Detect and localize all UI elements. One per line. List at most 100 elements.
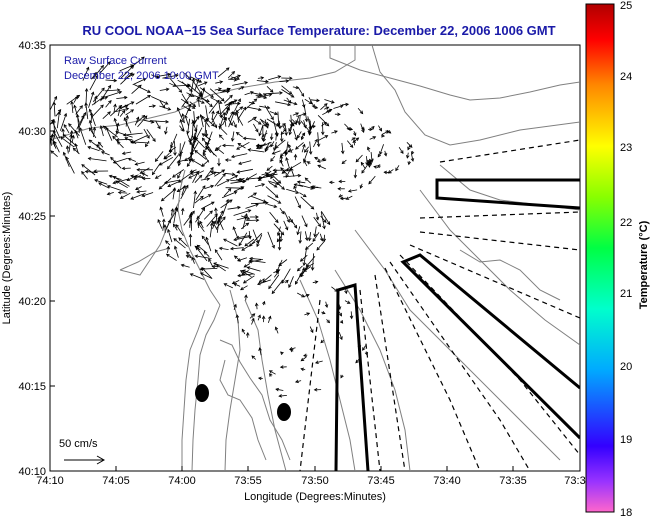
current-vector-head — [262, 300, 266, 305]
current-vector-head — [257, 121, 262, 125]
current-vector — [305, 242, 314, 250]
current-vector — [296, 131, 302, 139]
current-vector — [184, 115, 189, 126]
current-vector — [180, 185, 189, 200]
current-vector — [388, 169, 394, 174]
current-vector-head — [207, 194, 212, 198]
current-vector-head — [188, 213, 193, 218]
current-vector — [185, 104, 191, 116]
current-vector — [322, 110, 331, 116]
current-vector — [100, 125, 104, 137]
current-vector-head — [324, 304, 329, 309]
current-vector — [74, 130, 79, 139]
current-vector — [317, 160, 327, 162]
current-vector-head — [263, 95, 268, 99]
current-vector-head — [167, 107, 172, 111]
current-vector — [303, 160, 308, 167]
current-vector — [113, 157, 128, 164]
current-vector-head — [345, 196, 350, 200]
current-vector-head — [145, 143, 149, 148]
current-vector-head — [296, 267, 301, 272]
current-vector-head — [167, 183, 172, 188]
current-vector — [249, 313, 255, 319]
colorbar-tick: 21 — [620, 288, 632, 300]
current-vector — [225, 107, 230, 116]
current-vector — [259, 142, 266, 149]
current-vector-head — [257, 177, 262, 181]
current-vector — [175, 84, 191, 87]
current-vector-head — [198, 79, 203, 83]
current-vector-head — [138, 84, 142, 89]
current-vector-head — [324, 135, 329, 139]
current-vector — [231, 131, 235, 141]
current-vector — [237, 107, 247, 120]
current-vector-head — [184, 114, 188, 119]
current-vector — [259, 118, 269, 126]
current-vector — [195, 255, 212, 259]
current-vector-head — [201, 163, 205, 167]
current-vector — [109, 175, 122, 180]
current-vector-head — [303, 149, 308, 153]
current-vector — [211, 220, 218, 230]
current-vector — [238, 86, 244, 90]
current-vector — [236, 141, 250, 150]
current-vector-head — [216, 99, 220, 104]
current-vector — [237, 143, 246, 149]
current-vector — [227, 71, 235, 79]
current-vector-head — [112, 135, 116, 140]
current-vector-head — [273, 147, 277, 152]
current-vector-head — [250, 91, 254, 95]
current-vector — [190, 273, 205, 280]
current-vector-head — [281, 186, 285, 190]
current-vector-head — [235, 109, 239, 114]
current-vector-head — [163, 180, 168, 185]
current-vector-head — [235, 314, 240, 319]
current-vector-head — [314, 156, 318, 161]
current-vector-head — [93, 95, 98, 100]
current-vector — [159, 156, 174, 166]
current-vector-head — [121, 166, 126, 171]
current-vector — [269, 211, 279, 223]
current-vector-head — [155, 75, 160, 79]
current-vector — [250, 195, 266, 203]
current-vector-head — [211, 110, 215, 115]
current-vector-head — [87, 156, 92, 161]
current-vector-head — [268, 315, 272, 320]
current-vector — [162, 74, 179, 79]
current-vector — [193, 191, 196, 209]
current-vector-head — [135, 186, 139, 190]
current-vector — [273, 141, 277, 151]
current-vector — [177, 186, 186, 192]
current-vector-head — [205, 117, 210, 122]
current-vector-head — [90, 91, 95, 96]
current-vector — [324, 99, 335, 103]
current-vector — [266, 86, 274, 93]
current-vector-head — [133, 176, 138, 180]
current-vector — [219, 134, 224, 140]
current-vector — [170, 208, 174, 216]
current-vector-head — [337, 187, 341, 191]
colorbar: 25 24 23 22 21 20 19 18 Temperature (°C) — [585, 0, 650, 518]
current-vector — [275, 388, 284, 391]
current-vector-head — [297, 121, 302, 126]
current-vector-head — [234, 175, 239, 179]
current-vector-head — [308, 130, 312, 135]
current-vector-head — [79, 105, 83, 109]
current-vector — [222, 88, 231, 92]
current-vector-head — [178, 89, 183, 93]
current-vector-head — [180, 207, 185, 212]
current-vector-head — [313, 233, 317, 238]
current-vector — [232, 280, 240, 284]
y-tick-label: 40:35 — [18, 40, 46, 52]
current-vector — [331, 130, 338, 134]
current-vector-head — [118, 104, 123, 109]
current-vector-head — [61, 128, 65, 132]
current-vector-head — [173, 245, 178, 250]
current-vector-head — [328, 108, 333, 113]
current-vector — [238, 232, 248, 246]
current-vector — [300, 266, 309, 277]
current-vector-head — [196, 244, 201, 249]
current-vector — [298, 115, 301, 125]
current-vector-head — [147, 94, 152, 99]
current-vector — [301, 144, 305, 153]
